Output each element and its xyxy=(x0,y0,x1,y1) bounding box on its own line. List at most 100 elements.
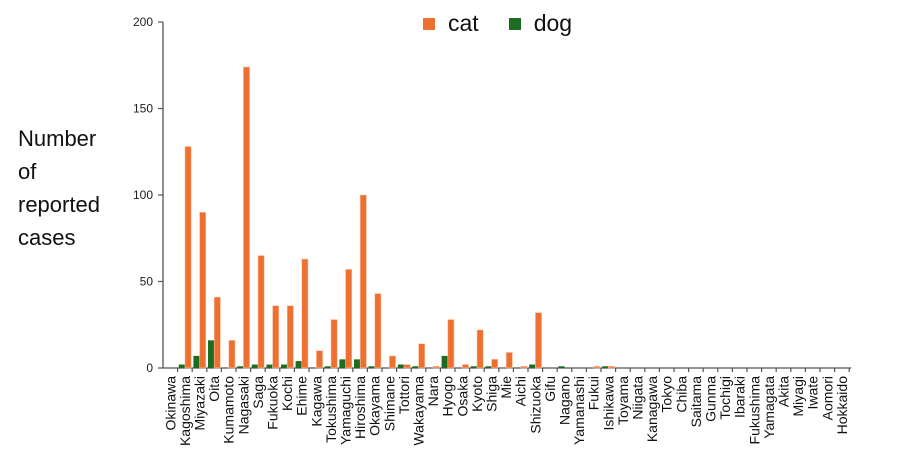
bar-cat-mie xyxy=(505,352,513,369)
bar-cat-yamaguchi xyxy=(345,269,353,369)
x-tick-label: Kanagawa xyxy=(644,376,660,442)
x-tick-label: Aichi xyxy=(513,376,529,406)
x-tick-label: Mie xyxy=(498,376,514,399)
x-tick-label: Tochigi xyxy=(717,376,733,420)
x-tick-label: Saga xyxy=(250,376,266,409)
bar-dog-hiroshima xyxy=(354,359,361,368)
bar-dog-wakayama xyxy=(412,366,419,368)
bar-dog-kochi xyxy=(281,364,288,368)
bar-cat-shimane xyxy=(389,355,396,369)
bar-dog-oita xyxy=(208,340,215,368)
legend-label-cat: cat xyxy=(448,10,479,36)
y-axis-label-line: reported xyxy=(18,192,100,217)
x-tick-label: Kagawa xyxy=(308,376,324,427)
bar-cat-nara xyxy=(432,365,440,369)
x-tick-label: Shiga xyxy=(484,376,500,412)
x-tick-label: Shimane xyxy=(381,376,397,431)
bar-cat-kochi xyxy=(286,305,294,369)
bar-cat-kumamoto xyxy=(228,340,236,369)
bar-cat-kagawa xyxy=(316,350,323,369)
y-tick-label: 100 xyxy=(133,188,153,202)
bar-dog-shiga xyxy=(485,366,492,368)
x-tick-label: Nara xyxy=(425,376,441,407)
bar-dog-yamaguchi xyxy=(339,359,346,368)
x-tick-label: Fukui xyxy=(586,376,602,410)
bar-cat-oita xyxy=(213,296,221,369)
bar-cat-wakayama xyxy=(418,343,426,369)
bar-cat-tottori xyxy=(403,364,411,369)
x-tick-label: Fukuoka xyxy=(265,376,281,430)
bar-dog-shizuoka xyxy=(529,364,536,368)
x-tick-label: Gunma xyxy=(703,376,719,422)
x-tick-label: Yamaguchi xyxy=(338,376,354,445)
bar-dog-ehime xyxy=(295,361,302,368)
y-tick-label: 0 xyxy=(146,361,153,375)
x-tick-label: Tokushima xyxy=(323,376,339,443)
x-tick-label: Yamagata xyxy=(761,376,777,439)
x-tick-label: Okayama xyxy=(367,376,383,436)
bar-dog-tokushima xyxy=(324,366,331,368)
x-tick-label: Osaka xyxy=(454,376,470,417)
x-tick-label: Toyama xyxy=(615,376,631,425)
x-tick-label: Miyazaki xyxy=(192,376,208,430)
y-axis-label-line: Number xyxy=(18,126,97,151)
legend-item-dog: dog xyxy=(508,10,572,37)
bar-dog-kyoto xyxy=(470,366,477,368)
bar-cat-saga xyxy=(257,255,265,369)
bar-cat-shiga xyxy=(491,359,499,369)
y-axis-label-line: cases xyxy=(18,225,76,250)
x-tick-label: Tottori xyxy=(396,376,412,414)
bar-cat-kagoshima xyxy=(184,146,192,369)
x-tick-label: Ibaraki xyxy=(732,376,748,418)
x-tick-label: Hokkaido xyxy=(834,376,850,435)
x-tick-label: Yamanashi xyxy=(571,376,587,445)
x-tick-label: Tokyo xyxy=(659,376,675,413)
x-tick-label: Iwate xyxy=(805,376,821,410)
x-tick-label: Fukushima xyxy=(746,376,762,445)
bar-dog-miyazaki xyxy=(193,355,200,368)
x-tick-label: Gifu xyxy=(542,376,558,402)
y-axis-label-line: of xyxy=(18,159,37,184)
legend-swatch-cat xyxy=(423,17,435,30)
bar-cat-kyoto xyxy=(476,329,484,369)
x-tick-label: Nagano xyxy=(557,376,573,425)
x-tick-label: Shizuoka xyxy=(527,376,543,434)
x-tick-label: Niigata xyxy=(630,376,646,420)
bar-dog-tottori xyxy=(397,364,404,368)
x-tick-label: Ishikawa xyxy=(600,376,616,431)
bar-cat-ehime xyxy=(301,258,309,369)
legend-swatch-dog xyxy=(508,17,521,30)
x-tick-label: Kagoshima xyxy=(177,376,193,446)
bar-dog-hyogo xyxy=(441,355,448,368)
bar-dog-nagasaki xyxy=(237,366,244,368)
bar-cat-okayama xyxy=(374,293,382,369)
bar-dog-nagano xyxy=(558,366,565,368)
x-tick-label: Okinawa xyxy=(162,376,178,431)
x-tick-label: Saitama xyxy=(688,376,704,428)
bar-cat-osaka xyxy=(462,364,469,369)
y-tick-label: 200 xyxy=(133,15,153,29)
x-tick-label: Ehime xyxy=(294,376,310,416)
bar-cat-tokushima xyxy=(330,319,338,369)
x-tick-label: Kyoto xyxy=(469,376,485,412)
bar-cat-miyazaki xyxy=(199,212,207,369)
bar-cat-nagasaki xyxy=(243,66,250,369)
bar-dog-okayama xyxy=(368,366,375,368)
bar-cat-fukui xyxy=(593,365,601,369)
bar-cat-aichi xyxy=(520,365,528,369)
legend-item-cat: cat xyxy=(423,10,479,37)
x-tick-label: Oita xyxy=(206,376,222,402)
bar-dog-saga xyxy=(251,364,258,368)
x-tick-label: Hyogo xyxy=(440,376,456,417)
x-tick-label: Kumamoto xyxy=(221,376,237,444)
bar-cat-ishikawa xyxy=(608,365,615,369)
bar-cat-hyogo xyxy=(447,319,455,369)
legend: cat dog xyxy=(423,10,602,37)
bar-dog-ishikawa xyxy=(602,366,609,368)
y-tick-label: 150 xyxy=(133,102,153,116)
y-axis-label: Number of reported cases xyxy=(18,122,100,254)
x-tick-label: Nagasaki xyxy=(235,376,251,434)
x-tick-label: Akita xyxy=(776,376,792,407)
x-tick-label: Kochi xyxy=(279,376,295,411)
